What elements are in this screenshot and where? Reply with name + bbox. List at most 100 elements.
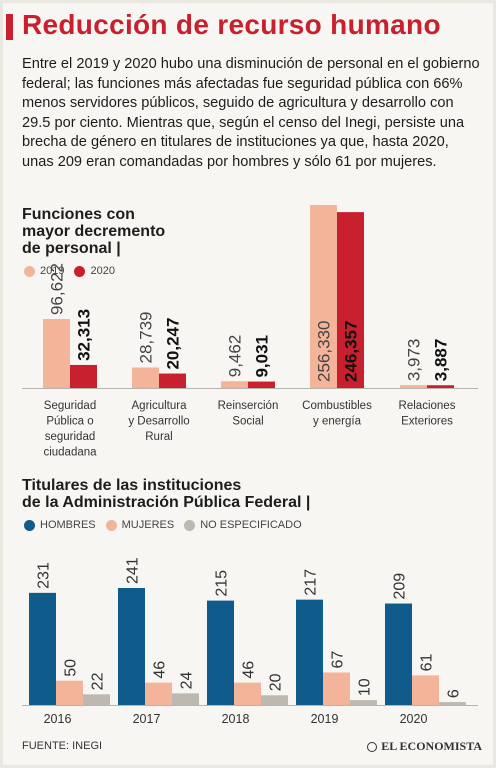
source-note: FUENTE: INEGI (22, 740, 103, 752)
bar-mujeres (145, 682, 172, 705)
legend-item-no-especificado: NO ESPECIFICADO (184, 519, 302, 531)
bar-no-especificado (261, 695, 288, 705)
chart2-legend: HOMBRES MUJERES NO ESPECIFICADO (24, 519, 312, 531)
category-label: Exteriores (401, 416, 453, 428)
bar-hombres (207, 600, 234, 705)
bar-mujeres (412, 675, 439, 705)
bar-no-especificado (439, 702, 466, 705)
bar-mujeres (323, 672, 350, 705)
data-label: 61 (419, 653, 436, 671)
category-label: Social (232, 416, 263, 428)
year-label: 2018 (222, 712, 250, 726)
bar-2019 (221, 381, 248, 388)
data-label: 46 (152, 661, 169, 679)
legend-label-no-especificado: NO ESPECIFICADO (200, 519, 302, 531)
chart1-title-line: mayor decremento (22, 223, 166, 240)
data-label: 217 (303, 569, 320, 596)
category-label: Relaciones (399, 400, 456, 412)
bar-2019 (43, 319, 70, 388)
data-label-2020: 9,031 (253, 335, 272, 378)
category-label: Agricultura (132, 400, 188, 412)
data-label-2020: 32,313 (75, 309, 94, 361)
bar-mujeres (234, 682, 261, 705)
bar-hombres (296, 599, 323, 705)
legend-swatch-2020 (74, 265, 86, 277)
bar-mujeres (56, 680, 83, 705)
data-label: 67 (330, 651, 347, 669)
legend-label-2019: 2019 (40, 265, 65, 277)
chart2-title: Titulares de las instituciones de la Adm… (22, 477, 310, 511)
bar-hombres (118, 588, 145, 705)
category-label: seguridad (45, 431, 96, 443)
data-label-2019: 96,622 (48, 263, 67, 315)
data-label: 46 (241, 661, 258, 679)
title-accent-bar (6, 14, 13, 40)
chart1-title: Funciones con mayor decremento de person… (22, 206, 165, 257)
legend-label-hombres: HOMBRES (40, 519, 96, 531)
legend-item-mujeres: MUJERES (105, 519, 175, 531)
category-label: ciudadana (43, 447, 97, 459)
data-label: 231 (36, 562, 53, 589)
intro-paragraph: Entre el 2019 y 2020 hubo una disminució… (22, 56, 480, 170)
data-label: 24 (179, 671, 196, 689)
category-label: Reinserción (218, 400, 279, 412)
category-label: Combustibles (302, 400, 372, 412)
bar-no-especificado (172, 693, 199, 705)
brand-logo-icon (367, 741, 378, 752)
legend-item-2019: 2019 (24, 265, 64, 277)
data-label-2019: 9,462 (226, 335, 245, 378)
data-label-2020: 246,357 (342, 321, 361, 382)
legend-label-mujeres: MUJERES (121, 519, 175, 531)
data-label: 209 (392, 573, 409, 600)
chart1-legend: 2019 2020 (24, 265, 125, 277)
data-label-2019: 256,330 (315, 321, 334, 382)
data-label-2020: 20,247 (164, 318, 183, 370)
bar-hombres (385, 603, 412, 705)
category-label: Pública o (46, 416, 93, 428)
category-label: Rural (145, 431, 172, 443)
data-label-2019: 3,973 (405, 339, 424, 382)
legend-swatch-mujeres (105, 519, 117, 531)
chart1-title-line: de personal | (22, 240, 121, 257)
year-label: 2016 (44, 712, 72, 726)
category-label: Seguridad (44, 400, 96, 412)
bar-2020 (159, 373, 186, 388)
chart1-title-line: Funciones con (22, 206, 135, 223)
legend-swatch-2019 (24, 265, 35, 277)
data-label: 22 (90, 672, 107, 690)
bar-2019 (310, 205, 337, 388)
data-label: 215 (214, 570, 231, 597)
chart2-title-line: de la Administración Pública Federal | (22, 494, 311, 511)
bar-2019 (132, 367, 159, 388)
legend-swatch-no-especificado (184, 519, 196, 531)
data-label-2020: 3,887 (432, 339, 451, 382)
bar-2020 (70, 364, 97, 388)
legend-label-2020: 2020 (90, 265, 115, 277)
chart2-title-line: Titulares de las instituciones (22, 477, 242, 494)
year-label: 2019 (311, 712, 339, 726)
bar-hombres (29, 592, 56, 705)
data-label-2019: 28,739 (137, 311, 156, 363)
bar-2020 (248, 381, 275, 388)
data-label: 20 (268, 673, 285, 691)
data-label: 50 (63, 659, 80, 677)
bar-2020 (427, 385, 454, 388)
category-label: y energía (313, 416, 362, 428)
bar-no-especificado (350, 700, 377, 705)
legend-swatch-hombres (24, 519, 35, 531)
page-title: Reducción de recurso humano (22, 9, 441, 40)
brand-logo-text: EL ECONOMISTA (381, 739, 482, 753)
data-label: 241 (125, 557, 142, 584)
year-label: 2017 (133, 712, 161, 726)
bar-2019 (400, 385, 427, 388)
bar-no-especificado (83, 694, 110, 705)
bar-2020 (337, 212, 364, 388)
data-label: 6 (446, 689, 463, 698)
brand-logo: EL ECONOMISTA (367, 739, 482, 754)
legend-item-2020: 2020 (74, 265, 115, 277)
category-label: y Desarrollo (128, 416, 189, 428)
legend-item-hombres: HOMBRES (24, 519, 96, 531)
data-label: 10 (357, 678, 374, 696)
year-label: 2020 (400, 712, 428, 726)
